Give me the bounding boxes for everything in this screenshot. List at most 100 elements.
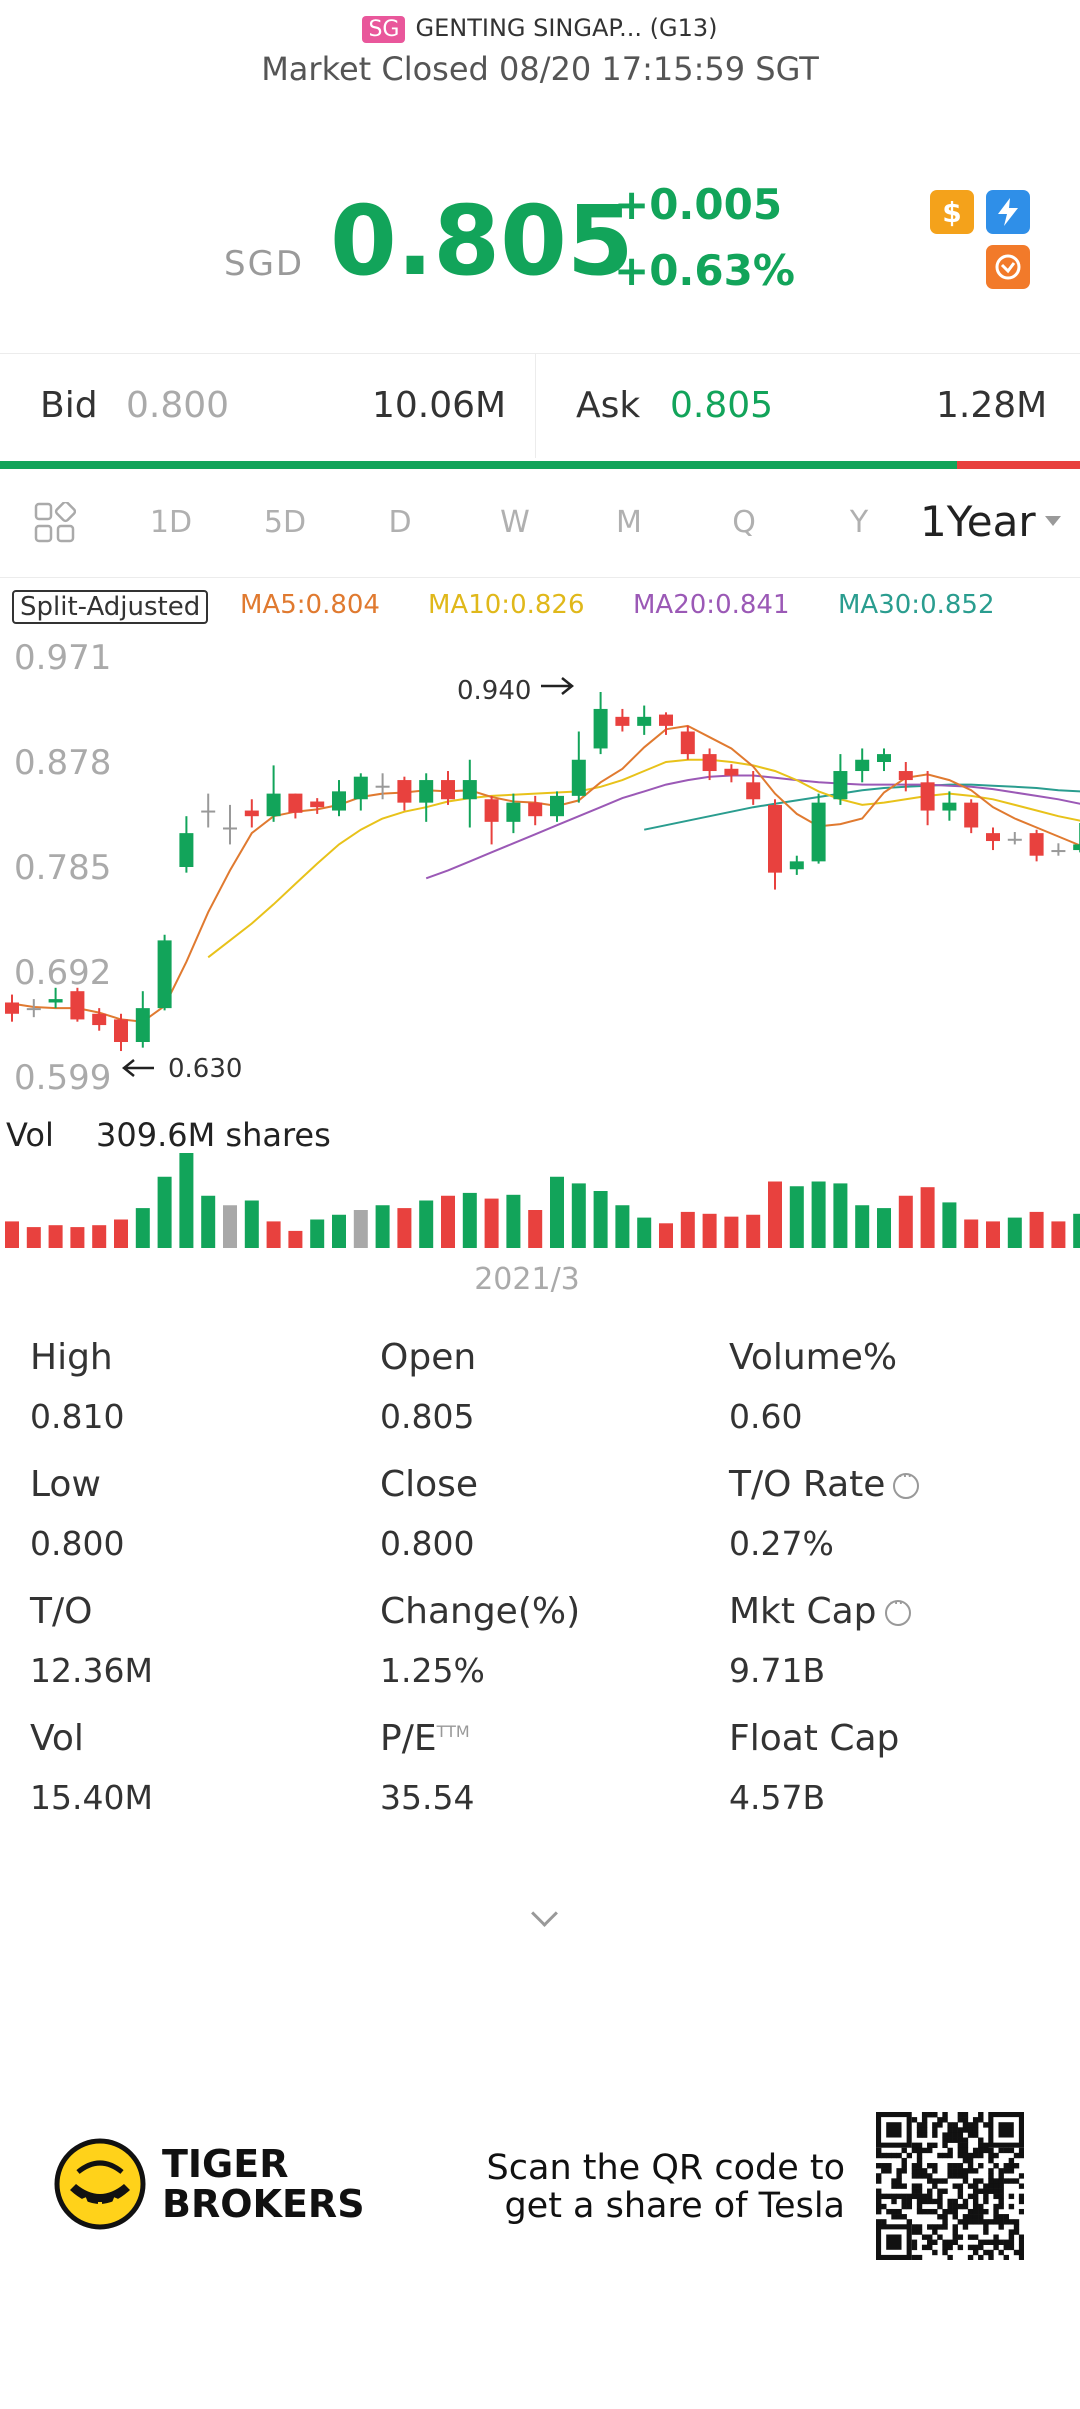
volume-bar [593, 1191, 608, 1248]
candle-body [506, 802, 521, 822]
candle-body [179, 833, 194, 867]
candle-body [898, 771, 913, 781]
volume-bar [26, 1227, 41, 1248]
stat-label: Vol [30, 1718, 84, 1759]
volume-bar [964, 1219, 979, 1248]
chevron-down-icon[interactable] [531, 1900, 558, 1927]
stat-label: Mkt Cap [729, 1591, 911, 1632]
stat-label-sup: TTM [436, 1722, 470, 1741]
tab-q[interactable]: Q [732, 505, 756, 540]
lightning-badge-icon[interactable] [986, 190, 1030, 234]
volume-bar [201, 1195, 216, 1248]
candle-body [375, 785, 390, 788]
qr-code[interactable] [876, 2112, 1024, 2260]
candle-body [637, 716, 652, 726]
stat-label: High [30, 1337, 113, 1378]
dollar-badge-icon[interactable]: $ [930, 190, 974, 234]
candle-body [768, 804, 782, 873]
tab-5d[interactable]: 5D [263, 505, 307, 540]
bid-label: Bid [40, 385, 98, 426]
volume-bar [571, 1183, 586, 1248]
volume-bar [1007, 1217, 1022, 1248]
tab-w[interactable]: W [500, 505, 530, 540]
volume-bar [223, 1205, 237, 1248]
brand-name-line2: BROKERS [162, 2182, 365, 2226]
tab-y[interactable]: Y [849, 505, 869, 540]
candle-body [964, 802, 979, 828]
volume-bar [484, 1198, 499, 1248]
stat-value: 0.60 [729, 1397, 803, 1436]
candle-body [877, 754, 891, 762]
volume-bar [397, 1208, 412, 1248]
volume-bar [1051, 1221, 1066, 1248]
grid-layout-icon[interactable] [34, 500, 77, 548]
stat-value: 12.36M [30, 1651, 153, 1690]
volume-bar [5, 1221, 19, 1248]
swap-badge-icon[interactable] [986, 245, 1030, 289]
y-tick-label: 0.599 [14, 1058, 111, 1098]
candle-body [528, 802, 543, 817]
stat-label: Close [380, 1464, 479, 1505]
ma5-legend: MA5:0.804 [240, 590, 380, 620]
x-axis-date: 2021/3 [474, 1262, 580, 1297]
ask-ratio-bar [957, 461, 1080, 469]
chevron-down-icon[interactable] [1045, 516, 1061, 526]
ask-price: 0.805 [670, 385, 774, 426]
market-status: Market Closed 08/20 17:15:59 SGT [261, 50, 819, 88]
volume-bar [179, 1153, 194, 1248]
tab-1d[interactable]: 1D [149, 505, 193, 540]
tab-m[interactable]: M [616, 505, 642, 540]
candle-body [571, 759, 586, 796]
ma5-line [11, 724, 1080, 1023]
volume-bar [942, 1202, 957, 1248]
stat-label: Change(%) [380, 1591, 581, 1632]
volume-bar [528, 1210, 543, 1248]
more-info-icon[interactable] [893, 1466, 920, 1499]
volume-bar [441, 1195, 455, 1248]
candle-body [789, 861, 804, 870]
volume-bar [898, 1195, 913, 1248]
candle-body [441, 780, 455, 800]
candle-body [593, 708, 608, 749]
candle-body [550, 795, 564, 817]
price-chart[interactable]: 0.971 0.878 0.785 0.692 0.599 0.940 0.630 [0, 630, 1080, 1270]
volume-bar [746, 1214, 761, 1248]
candle-body [70, 991, 85, 1020]
stat-value: 15.40M [30, 1778, 153, 1817]
volume-bar [332, 1214, 346, 1248]
stat-label: Open [380, 1337, 477, 1378]
tabs-divider [0, 577, 1080, 578]
volume-bar [789, 1186, 804, 1248]
volume-bar [135, 1208, 150, 1248]
bid-ask-separator [535, 353, 536, 458]
volume-bar [1073, 1213, 1080, 1248]
volume-bar [986, 1221, 1000, 1248]
stat-label: Volume% [729, 1337, 898, 1378]
volume-bar [811, 1181, 826, 1248]
candle-body [1051, 850, 1066, 853]
volume-bar [855, 1205, 870, 1248]
more-info-icon[interactable] [884, 1593, 911, 1626]
split-adjusted-toggle[interactable]: Split-Adjusted [12, 590, 209, 624]
price-change: +0.005 [614, 180, 783, 229]
stat-value: 0.27% [729, 1524, 834, 1563]
stat-value: 9.71B [729, 1651, 826, 1690]
candle-body [811, 802, 826, 862]
volume-bar [506, 1194, 521, 1248]
promo-line2: get a share of Tesla [504, 2186, 845, 2226]
candle-body [397, 780, 412, 803]
volume-bar [1029, 1211, 1044, 1248]
arrow-right-icon [541, 677, 575, 695]
bid-size: 10.06M [372, 385, 507, 426]
currency-label: SGD [224, 244, 305, 284]
volume-bar [637, 1217, 652, 1248]
volume-max: 309.6M shares [96, 1116, 331, 1154]
tab-d[interactable]: D [388, 505, 412, 540]
stat-label: T/O Rate [729, 1464, 920, 1505]
tab-1year[interactable]: 1Year [920, 497, 1036, 546]
candle-body [746, 782, 761, 800]
stat-value: 35.54 [380, 1778, 475, 1817]
stat-value: 0.800 [380, 1524, 475, 1563]
high-annotation: 0.940 [457, 676, 531, 706]
stat-value: 0.800 [30, 1524, 125, 1563]
